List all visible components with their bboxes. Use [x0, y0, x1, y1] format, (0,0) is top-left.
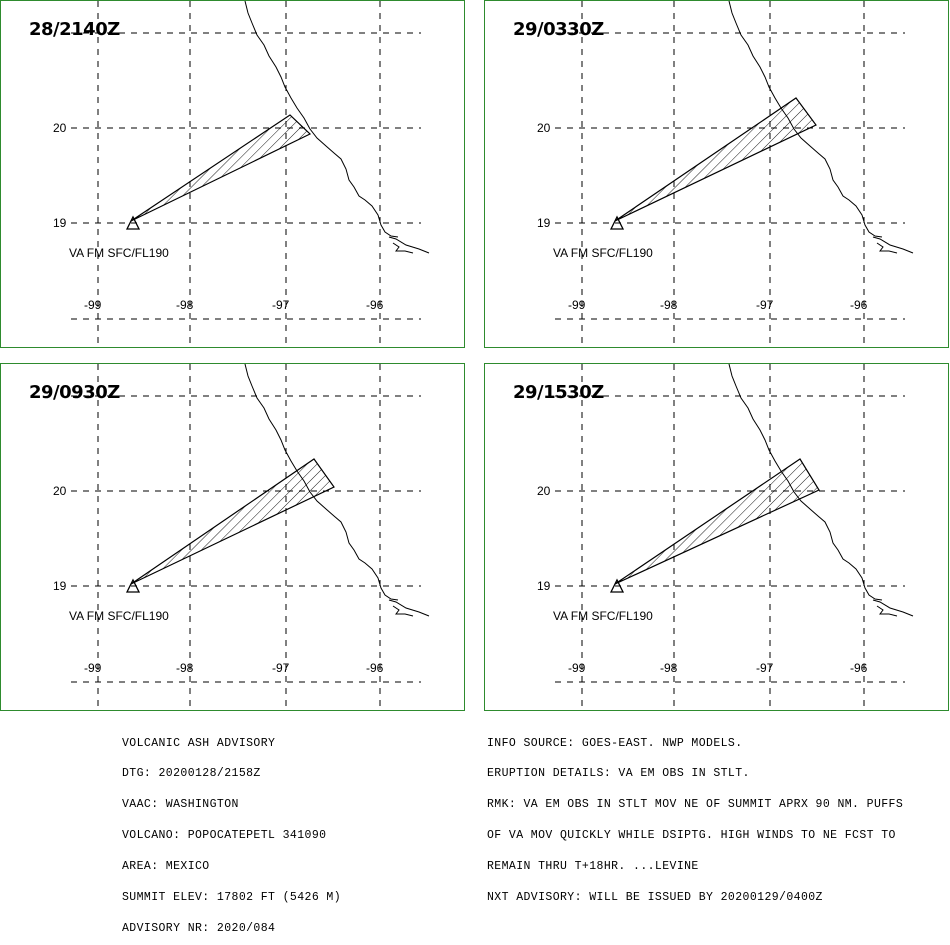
coastline-bay [388, 236, 430, 254]
longitude-label: -99 [568, 298, 586, 312]
ash-plume [130, 114, 312, 222]
longitude-label: -97 [756, 298, 774, 312]
longitude-label: -98 [176, 298, 194, 312]
map-svg [71, 1, 430, 349]
panel-title: 29/1530Z [513, 382, 604, 403]
coastline [244, 1, 399, 238]
longitude-label: -97 [272, 298, 290, 312]
longitude-label: -98 [176, 661, 194, 675]
longitude-label: -99 [84, 298, 102, 312]
forecast-panel-4: 29/1530Z VA FM SFC/FL190 20 19 -99 -98 -97 -96 [484, 363, 949, 712]
flight-level-label: VA FM SFC/FL190 [69, 609, 169, 623]
longitude-label: -96 [850, 661, 868, 675]
advisory-line: DTG: 20200128/2158Z [122, 767, 261, 781]
latitude-label: 19 [537, 216, 551, 230]
coastline [244, 364, 399, 601]
advisory-line: ERUPTION DETAILS: VA EM OBS IN STLT. [487, 767, 750, 781]
forecast-panel-1: 28/2140Z VA FM SFC/FL190 20 19 -99 -98 -97 -96 [0, 0, 465, 349]
flight-level-label: VA FM SFC/FL190 [553, 246, 653, 260]
longitude-label: -99 [568, 661, 586, 675]
latitude-label: 19 [53, 579, 67, 593]
longitude-label: -99 [84, 661, 102, 675]
longitude-label: -98 [660, 298, 678, 312]
advisory-left: VOLCANIC ASH ADVISORY DTG: 20200128/2158… [122, 718, 341, 945]
longitude-label: -97 [756, 661, 774, 675]
ash-plume [130, 458, 335, 585]
volcano-icon [125, 215, 141, 230]
panel-title: 29/0930Z [29, 382, 120, 403]
panel-title: 29/0330Z [513, 19, 604, 40]
forecast-panel-3: 29/0930Z VA FM SFC/FL190 20 19 -99 -98 -97 -96 [0, 363, 465, 712]
coastline [728, 1, 883, 238]
volcano-icon [609, 578, 625, 593]
longitude-label: -98 [660, 661, 678, 675]
advisory-line: OF VA MOV QUICKLY WHILE DSIPTG. HIGH WIN… [487, 829, 896, 843]
map-svg [555, 1, 914, 349]
volcano-icon [125, 578, 141, 593]
advisory-right: INFO SOURCE: GOES-EAST. NWP MODELS. ERUP… [487, 718, 903, 914]
advisory-line: AREA: MEXICO [122, 860, 210, 874]
latitude-label: 20 [53, 484, 67, 498]
forecast-panel-2: 29/0330Z VA FM SFC/FL190 20 19 -99 -98 -97 -96 [484, 0, 949, 349]
latitude-label: 20 [53, 121, 67, 135]
coastline [728, 364, 883, 601]
coastline-bay [872, 599, 914, 617]
ash-plume [614, 458, 820, 585]
latitude-label: 19 [53, 216, 67, 230]
longitude-label: -96 [366, 298, 384, 312]
coastline-bay [388, 599, 430, 617]
advisory-line: NXT ADVISORY: WILL BE ISSUED BY 20200129… [487, 891, 823, 905]
latitude-label: 20 [537, 484, 551, 498]
latitude-label: 19 [537, 579, 551, 593]
advisory-line: RMK: VA EM OBS IN STLT MOV NE OF SUMMIT … [487, 798, 904, 812]
advisory-line: REMAIN THRU T+18HR. ...LEVINE [487, 860, 699, 874]
longitude-label: -96 [850, 298, 868, 312]
panel-title: 28/2140Z [29, 19, 120, 40]
advisory-line: ADVISORY NR: 2020/084 [122, 921, 276, 935]
advisory-line: VOLCANO: POPOCATEPETL 341090 [122, 829, 327, 843]
advisory-line: VOLCANIC ASH ADVISORY [122, 736, 276, 750]
latitude-label: 20 [537, 121, 551, 135]
ash-plume [614, 97, 817, 222]
map-svg [555, 364, 914, 712]
volcano-icon [609, 215, 625, 230]
longitude-label: -97 [272, 661, 290, 675]
map-svg [71, 364, 430, 712]
coastline-bay [872, 236, 914, 254]
advisory-line: SUMMIT ELEV: 17802 FT (5426 M) [122, 891, 342, 905]
flight-level-label: VA FM SFC/FL190 [69, 246, 169, 260]
flight-level-label: VA FM SFC/FL190 [553, 609, 653, 623]
advisory-line: INFO SOURCE: GOES-EAST. NWP MODELS. [487, 736, 743, 750]
longitude-label: -96 [366, 661, 384, 675]
advisory-line: VAAC: WASHINGTON [122, 798, 239, 812]
